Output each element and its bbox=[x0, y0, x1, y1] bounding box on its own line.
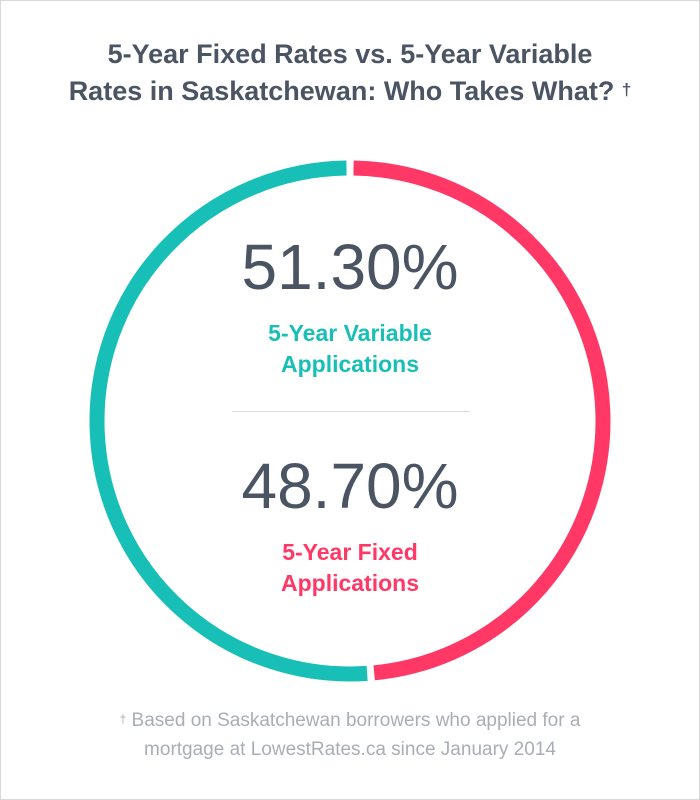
donut-slice-variable bbox=[89, 160, 368, 682]
footnote-line-1: † Based on Saskatchewan borrowers who ap… bbox=[0, 706, 700, 735]
footnote-line-2: mortgage at LowestRates.ca since January… bbox=[144, 739, 556, 760]
fixed-percentage: 48.70% bbox=[241, 450, 459, 522]
chart-title-line-2-text: Rates in Saskatchewan: Who Takes What? bbox=[68, 76, 615, 106]
variable-label: 5-Year Variable Applications bbox=[0, 318, 700, 380]
footnote-line-1-text: Based on Saskatchewan borrowers who appl… bbox=[131, 710, 581, 731]
variable-percentage: 51.30% bbox=[241, 231, 459, 303]
variable-label-line-1: 5-Year Variable bbox=[268, 320, 432, 346]
chart-title-line-2: Rates in Saskatchewan: Who Takes What? † bbox=[0, 73, 700, 110]
variable-label-line-2: Applications bbox=[280, 351, 419, 377]
fixed-label-line-2: Applications bbox=[280, 570, 419, 596]
fixed-label: 5-Year Fixed Applications bbox=[0, 537, 700, 599]
footnote-dagger: † bbox=[119, 712, 127, 726]
chart-title: 5-Year Fixed Rates vs. 5-Year Variable R… bbox=[0, 36, 700, 110]
donut-slice-fixed bbox=[353, 160, 611, 681]
stats-divider bbox=[232, 411, 470, 412]
title-dagger: † bbox=[621, 80, 632, 99]
chart-title-line-1: 5-Year Fixed Rates vs. 5-Year Variable bbox=[107, 39, 593, 69]
footnote: † Based on Saskatchewan borrowers who ap… bbox=[0, 706, 700, 764]
fixed-label-line-1: 5-Year Fixed bbox=[282, 539, 418, 565]
